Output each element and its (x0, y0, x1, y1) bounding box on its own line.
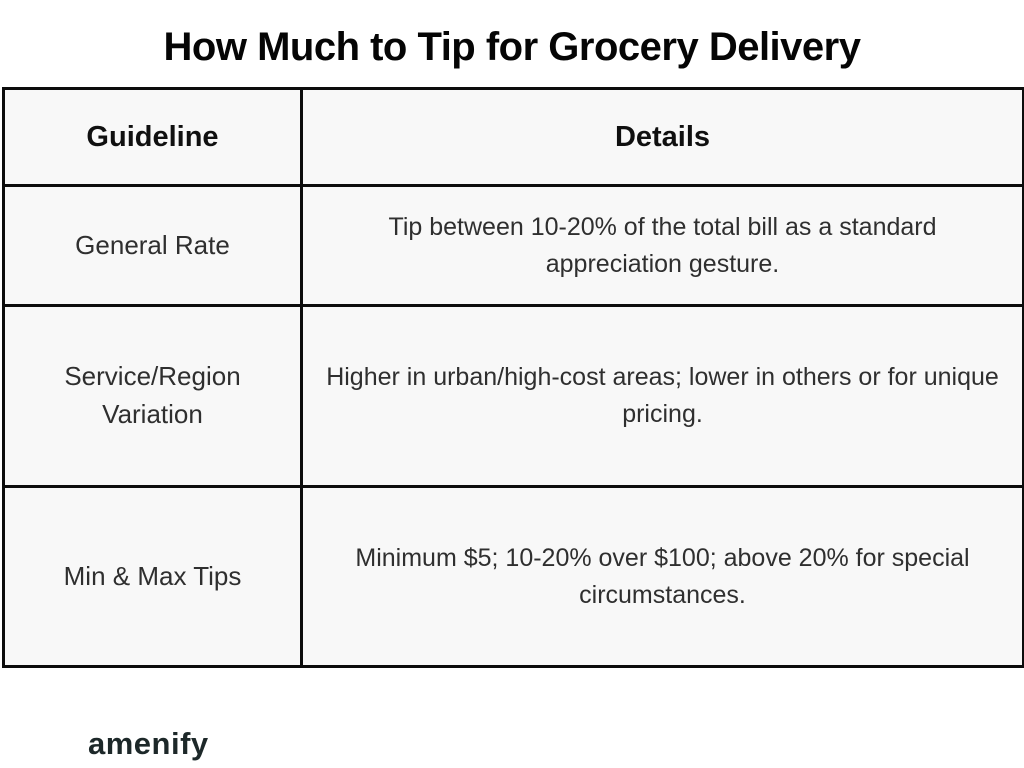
column-header-details: Details (300, 87, 1024, 187)
table-header-row: Guideline Details (2, 87, 1024, 187)
amenify-logo: amenify (88, 726, 209, 761)
table-row-service-region-variation: Service/Region Variation Higher in urban… (2, 304, 1024, 488)
table-row-min-max-tips: Min & Max Tips Minimum $5; 10-20% over $… (2, 485, 1024, 668)
guideline-cell: Min & Max Tips (2, 485, 303, 668)
details-cell: Tip between 10-20% of the total bill as … (300, 184, 1024, 307)
details-text: Tip between 10-20% of the total bill as … (388, 212, 937, 278)
details-cell: Higher in urban/high-cost areas; lower i… (300, 304, 1024, 488)
page-title: How Much to Tip for Grocery Delivery (163, 25, 861, 69)
table-row-general-rate: General Rate Tip between 10-20% of the t… (2, 184, 1024, 307)
guideline-cell: Service/Region Variation (2, 304, 303, 488)
tip-guidelines-table: Guideline Details General Rate Tip betwe… (2, 87, 1024, 668)
column-header-guideline: Guideline (2, 87, 303, 187)
details-text: Minimum $5; 10-20% over $100; above 20% … (355, 543, 970, 609)
details-text: Higher in urban/high-cost areas; lower i… (326, 363, 999, 428)
page: How Much to Tip for Grocery Delivery Gui… (0, 26, 1024, 768)
details-cell: Minimum $5; 10-20% over $100; above 20% … (300, 485, 1024, 668)
guideline-cell: General Rate (2, 184, 303, 307)
